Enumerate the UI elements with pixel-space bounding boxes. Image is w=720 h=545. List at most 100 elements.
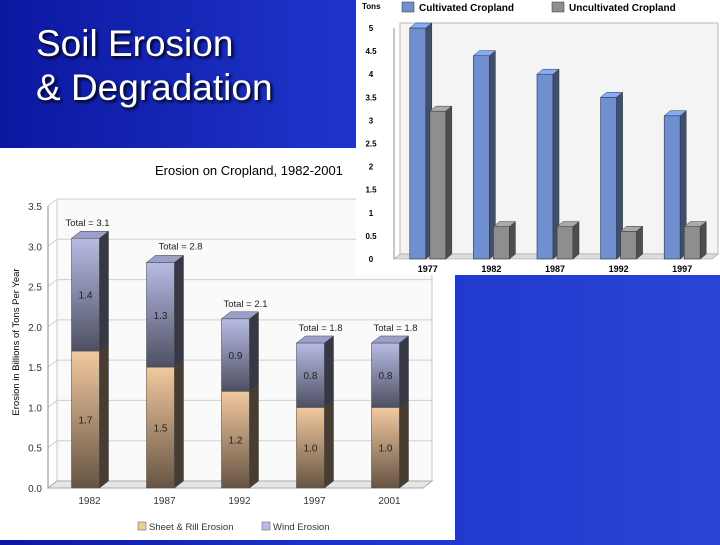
bar-value-label: 1.0 — [379, 444, 393, 455]
bar-total-label: Total = 2.8 — [158, 241, 202, 252]
slide-title-line1: Soil Erosion — [36, 23, 234, 64]
bar-value-label: 0.8 — [304, 371, 318, 382]
bar-segment — [296, 342, 325, 408]
gridline — [47, 198, 432, 207]
y-tick-label: 1.5 — [28, 363, 42, 374]
legend-label: Cultivated Cropland — [419, 3, 514, 14]
bar-segment-side — [174, 359, 184, 489]
bar-side — [699, 221, 707, 260]
y-tick-label: 0 — [369, 255, 374, 264]
bar-top — [429, 105, 453, 112]
bar-value-label: 1.0 — [304, 444, 318, 455]
y-tick-label: 3.5 — [28, 202, 42, 213]
bar-segment-side — [249, 311, 259, 392]
bar-segment-side — [399, 399, 409, 489]
bar — [409, 27, 427, 260]
bar-value-label: 1.5 — [154, 424, 168, 435]
x-tick-label: 1992 — [228, 496, 251, 507]
legend-label: Wind Erosion — [273, 522, 330, 533]
slide-title-line2: & Degradation — [36, 67, 273, 108]
bar-top — [145, 255, 185, 263]
cropland-tons-bar-chart: Tons Cultivated Cropland Uncultivated Crop… — [362, 1, 719, 274]
bar-side — [572, 221, 580, 260]
legend-swatch — [401, 1, 415, 13]
bar-value-label: 1.3 — [154, 311, 168, 322]
y-tick-label: 0.5 — [28, 444, 42, 455]
bar-segment — [221, 318, 250, 392]
y-tick-label: 1 — [369, 209, 374, 218]
bar-top — [70, 230, 110, 239]
bar-top — [556, 221, 580, 227]
y-tick-label: 3 — [369, 116, 374, 125]
y-tick-label: 2.5 — [28, 283, 42, 294]
y-tick-label: 2.5 — [365, 140, 377, 149]
bar-segment — [146, 262, 175, 368]
bar-top — [409, 22, 433, 29]
x-tick-label: 1982 — [481, 264, 501, 274]
legend-label: Uncultivated Cropland — [569, 3, 676, 14]
y-tick-label: 4 — [369, 70, 374, 79]
gridline — [47, 238, 432, 247]
bar-side — [509, 221, 516, 260]
bar-top — [599, 92, 624, 98]
bar-segment-side — [324, 399, 334, 489]
bar-segment — [296, 407, 325, 489]
bar-segment — [146, 366, 175, 489]
bar-total-label: Total = 2.1 — [223, 299, 267, 310]
x-tick-label: 1997 — [303, 496, 326, 507]
y-tick-label: 3.5 — [365, 93, 377, 102]
bar-top — [220, 311, 260, 320]
bar-segment-side — [174, 254, 184, 368]
bar-total-label: Total = 1.8 — [373, 323, 417, 334]
legend-swatch — [137, 521, 147, 531]
legend-swatch — [261, 521, 271, 531]
y-tick-label: 1.5 — [365, 186, 377, 195]
bar-value-label: 1.7 — [79, 416, 93, 427]
gridline — [47, 319, 432, 328]
x-tick-label: 2001 — [378, 496, 401, 507]
bar-total-label: Total = 3.1 — [65, 218, 109, 229]
bar — [473, 55, 490, 260]
bar — [683, 226, 701, 260]
y-tick-label: 2.0 — [28, 323, 42, 334]
bar — [429, 110, 447, 260]
y-axis-unit-label: Tons — [362, 2, 381, 11]
slide-title: Soil Erosion & Degradation — [36, 22, 273, 110]
bar-value-label: 0.9 — [229, 351, 243, 362]
legend-label: Sheet & Rill Erosion — [149, 522, 233, 533]
bar — [493, 226, 510, 260]
y-axis-label: Erosion in Billions of Tons Per Year — [11, 268, 22, 415]
bar — [556, 226, 574, 260]
bar-segment-side — [99, 343, 109, 489]
y-tick-label: 5 — [369, 24, 374, 33]
bar-segment-side — [99, 230, 109, 352]
bar-segment-side — [399, 335, 409, 408]
x-tick-label: 1977 — [418, 264, 438, 274]
bar — [536, 73, 554, 260]
bar-side — [445, 105, 453, 260]
bar-top — [370, 335, 410, 344]
x-tick-label: 1987 — [545, 264, 565, 274]
bar-value-label: 1.4 — [79, 291, 93, 302]
bar-top — [492, 221, 517, 227]
x-tick-label: 1997 — [672, 264, 692, 274]
bar — [620, 230, 637, 260]
bar-value-label: 0.8 — [379, 371, 393, 382]
bar — [663, 115, 681, 260]
bar-total-label: Total = 1.8 — [298, 323, 342, 334]
chart-title: Erosion on Cropland, 1982-2001 — [155, 163, 343, 178]
bar-top — [295, 335, 335, 344]
bar-segment — [371, 407, 400, 489]
x-tick-label: 1987 — [153, 496, 176, 507]
bar-segment-side — [324, 335, 334, 408]
x-tick-label: 1982 — [78, 496, 101, 507]
bar-segment-side — [249, 383, 259, 489]
bar-top — [536, 68, 560, 75]
bar-value-label: 1.2 — [229, 436, 243, 447]
bar — [600, 97, 617, 260]
y-tick-label: 2 — [369, 163, 374, 172]
bar-top — [472, 50, 497, 56]
tons-chart-panel: Tons Cultivated Cropland Uncultivated Crop… — [356, 0, 720, 275]
bar-side — [636, 225, 643, 260]
legend-swatch — [551, 1, 565, 13]
